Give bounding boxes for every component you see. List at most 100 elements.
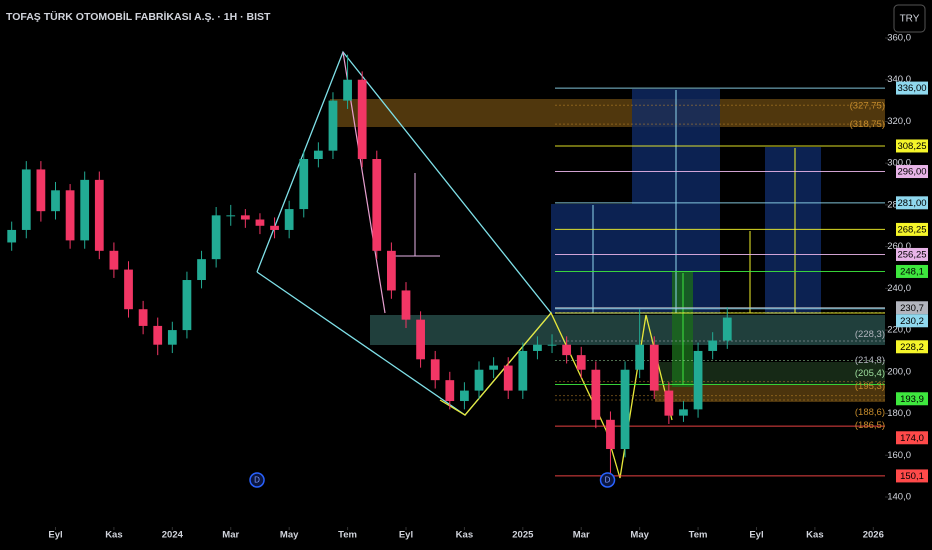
candle-body bbox=[211, 215, 221, 260]
y-tick-label: 300,0 bbox=[887, 158, 911, 169]
pattern-line bbox=[439, 311, 673, 479]
price-tag bbox=[896, 301, 928, 315]
price-level-label: (228,3) bbox=[855, 329, 885, 340]
candle-body bbox=[138, 309, 148, 326]
price-tag-label: 296,00 bbox=[897, 167, 926, 178]
candle-body bbox=[240, 215, 250, 220]
candle-body bbox=[255, 219, 265, 226]
price-tag-label: 150,1 bbox=[900, 471, 924, 482]
price-tag bbox=[896, 264, 928, 278]
price-tag-label: 308,25 bbox=[897, 141, 926, 152]
x-tick-label: 2024 bbox=[162, 530, 184, 541]
price-tag bbox=[896, 247, 928, 261]
price-tag bbox=[896, 469, 928, 483]
candle-body bbox=[445, 380, 455, 402]
x-tick-label: Kas bbox=[105, 530, 122, 541]
x-tick-label: Tem bbox=[689, 530, 708, 541]
candle-body bbox=[416, 319, 425, 360]
y-tick-label: 220,0 bbox=[887, 325, 911, 336]
candle-body bbox=[722, 317, 732, 341]
y-tick-label: 180,0 bbox=[887, 408, 911, 419]
y-tick-label: 160,0 bbox=[887, 450, 911, 461]
price-tag bbox=[896, 165, 928, 179]
x-tick-label: Mar bbox=[222, 530, 239, 541]
candle-body bbox=[153, 325, 163, 345]
price-level-label: (186,5) bbox=[855, 420, 885, 431]
price-tag-label: 174,0 bbox=[900, 433, 924, 444]
candle-body bbox=[649, 344, 659, 391]
candle-body bbox=[460, 390, 469, 402]
candle-body bbox=[51, 190, 60, 212]
price-tag-label: 230,2 bbox=[900, 316, 924, 327]
candle-body bbox=[80, 179, 90, 241]
price-tag bbox=[896, 314, 928, 328]
candle-body bbox=[182, 280, 192, 331]
x-tick-label: Kas bbox=[456, 530, 473, 541]
price-tag-label: 248,1 bbox=[900, 266, 924, 277]
candle-body bbox=[357, 79, 367, 160]
x-tick-label: Kas bbox=[806, 530, 823, 541]
candle-body bbox=[299, 159, 309, 210]
event-marker bbox=[249, 472, 265, 488]
candle-body bbox=[679, 409, 688, 416]
candle-body bbox=[562, 344, 572, 356]
candle-body bbox=[620, 369, 630, 450]
candle-body bbox=[606, 419, 615, 450]
currency-button[interactable] bbox=[893, 4, 926, 33]
y-tick-label: 260,0 bbox=[887, 241, 911, 252]
y-tick-label: 320,0 bbox=[887, 116, 911, 127]
x-tick-label: May bbox=[630, 530, 649, 541]
price-level-label: (195,3) bbox=[855, 381, 885, 392]
candle-body bbox=[474, 369, 484, 391]
price-tag bbox=[896, 222, 928, 236]
candle-body bbox=[693, 350, 703, 410]
y-tick-label: 140,0 bbox=[887, 492, 911, 503]
x-tick-label: May bbox=[280, 530, 299, 541]
candle-body bbox=[503, 365, 513, 391]
y-tick-label: 200,0 bbox=[887, 366, 911, 377]
price-level-label: (205,4) bbox=[855, 368, 885, 379]
candle-body bbox=[635, 344, 645, 370]
x-tick-label: 2026 bbox=[863, 530, 884, 541]
candle-body bbox=[109, 250, 119, 270]
x-tick-label: Mar bbox=[573, 530, 590, 541]
price-level-label: (214,8) bbox=[855, 355, 885, 366]
candle-body bbox=[124, 269, 133, 310]
price-tag-label: 281,00 bbox=[897, 198, 926, 209]
price-tag bbox=[896, 81, 928, 95]
zone bbox=[330, 99, 885, 127]
candle-body bbox=[518, 350, 528, 391]
price-tag bbox=[896, 431, 928, 445]
candle-body bbox=[708, 340, 718, 351]
price-level-label: (188,6) bbox=[855, 407, 885, 418]
candle-body bbox=[664, 390, 674, 416]
zone bbox=[655, 385, 885, 402]
candle-body bbox=[167, 330, 177, 345]
target-box bbox=[551, 204, 632, 314]
candle-body bbox=[270, 225, 279, 230]
chart-title: TOFAŞ TÜRK OTOMOBİL FABRİKASI A.Ş. · 1H … bbox=[6, 10, 271, 23]
price-tag bbox=[896, 392, 928, 406]
candle-body bbox=[591, 369, 601, 420]
candle-body bbox=[372, 159, 382, 251]
zone bbox=[370, 315, 885, 345]
candle-body bbox=[489, 365, 498, 370]
candle-body bbox=[576, 355, 586, 370]
candle-body bbox=[547, 344, 557, 346]
price-tag bbox=[896, 196, 928, 210]
price-tag-label: 230,7 bbox=[900, 303, 924, 314]
price-tag-label: 193,9 bbox=[900, 394, 924, 405]
candle-body bbox=[36, 169, 46, 212]
candle-body bbox=[21, 169, 31, 230]
x-tick-label: Eyl bbox=[749, 530, 763, 541]
currency-label[interactable]: TRY bbox=[900, 14, 920, 25]
x-tick-label: 2025 bbox=[512, 530, 534, 541]
candle-body bbox=[313, 150, 323, 160]
candle-body bbox=[7, 229, 17, 243]
y-tick-label: 240,0 bbox=[887, 283, 911, 294]
candle-body bbox=[387, 250, 396, 291]
event-marker bbox=[599, 472, 616, 488]
y-tick-label: 340,0 bbox=[887, 74, 911, 85]
